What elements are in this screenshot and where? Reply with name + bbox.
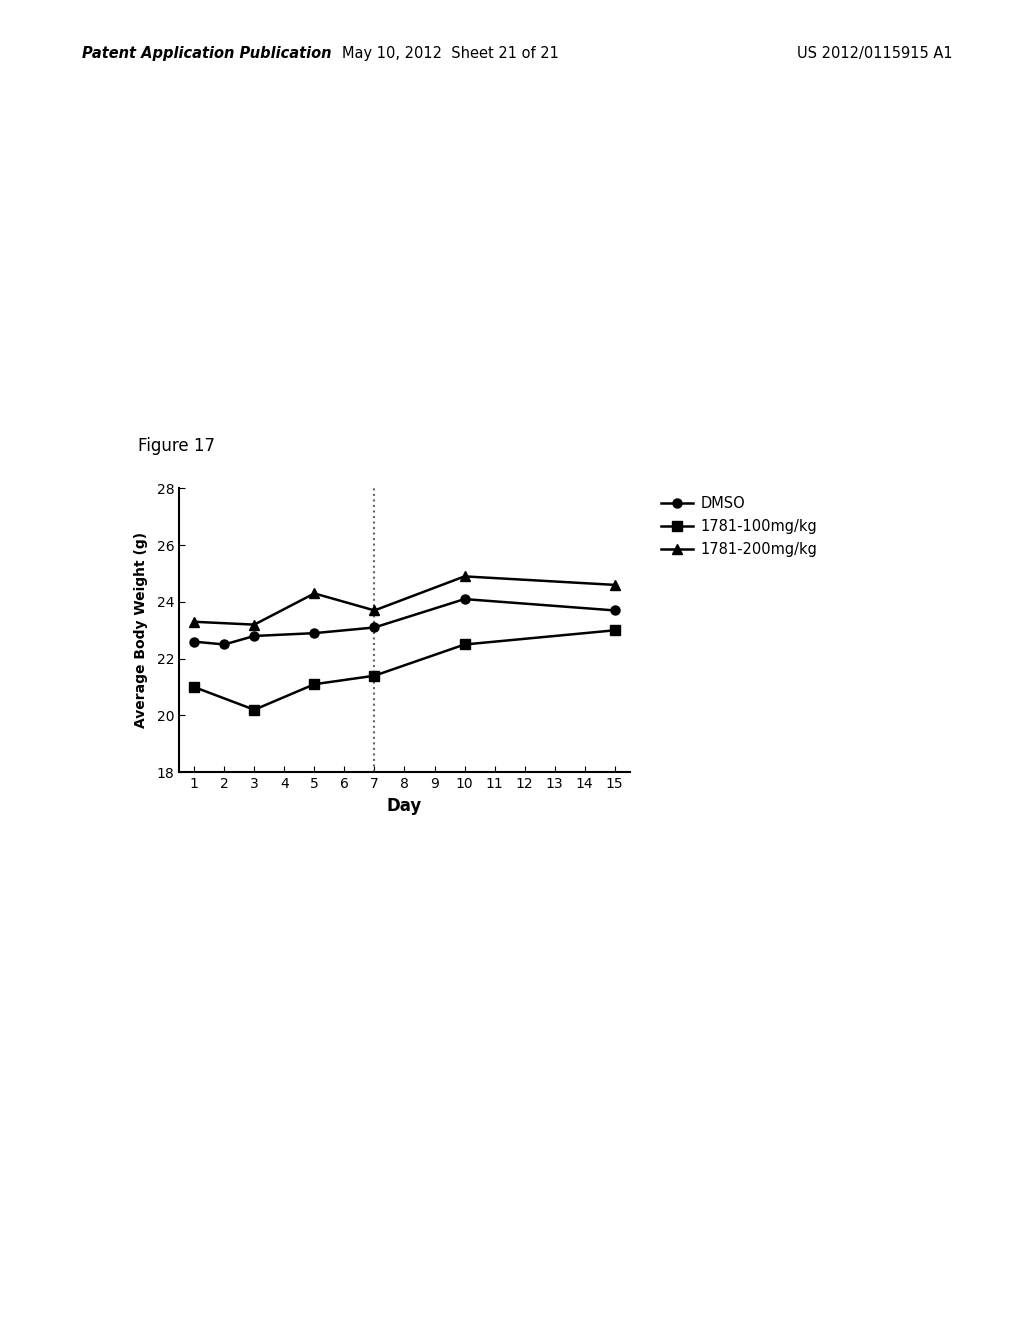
DMSO bbox=[369, 619, 381, 635]
1781-200mg/kg bbox=[369, 602, 381, 618]
Text: Patent Application Publication: Patent Application Publication bbox=[82, 46, 332, 61]
Text: May 10, 2012  Sheet 21 of 21: May 10, 2012 Sheet 21 of 21 bbox=[342, 46, 559, 61]
DMSO bbox=[218, 636, 230, 652]
1781-100mg/kg bbox=[459, 636, 471, 652]
1781-200mg/kg bbox=[459, 569, 471, 585]
Text: US 2012/0115915 A1: US 2012/0115915 A1 bbox=[797, 46, 952, 61]
1781-100mg/kg bbox=[308, 676, 321, 692]
1781-100mg/kg bbox=[369, 668, 381, 684]
DMSO bbox=[188, 634, 201, 649]
DMSO bbox=[459, 591, 471, 607]
1781-200mg/kg bbox=[608, 577, 621, 593]
1781-100mg/kg bbox=[608, 622, 621, 638]
DMSO bbox=[248, 628, 260, 644]
Y-axis label: Average Body Weight (g): Average Body Weight (g) bbox=[134, 532, 148, 729]
1781-100mg/kg bbox=[248, 702, 260, 718]
X-axis label: Day: Day bbox=[387, 796, 422, 814]
DMSO bbox=[308, 626, 321, 642]
Line: 1781-200mg/kg: 1781-200mg/kg bbox=[189, 572, 620, 630]
Legend: DMSO, 1781-100mg/kg, 1781-200mg/kg: DMSO, 1781-100mg/kg, 1781-200mg/kg bbox=[655, 490, 823, 562]
Line: DMSO: DMSO bbox=[189, 594, 620, 649]
1781-200mg/kg bbox=[248, 616, 260, 632]
Text: Figure 17: Figure 17 bbox=[138, 437, 215, 455]
1781-200mg/kg bbox=[308, 586, 321, 602]
1781-100mg/kg bbox=[188, 678, 201, 694]
1781-200mg/kg bbox=[188, 614, 201, 630]
Line: 1781-100mg/kg: 1781-100mg/kg bbox=[189, 626, 620, 714]
DMSO bbox=[608, 602, 621, 618]
